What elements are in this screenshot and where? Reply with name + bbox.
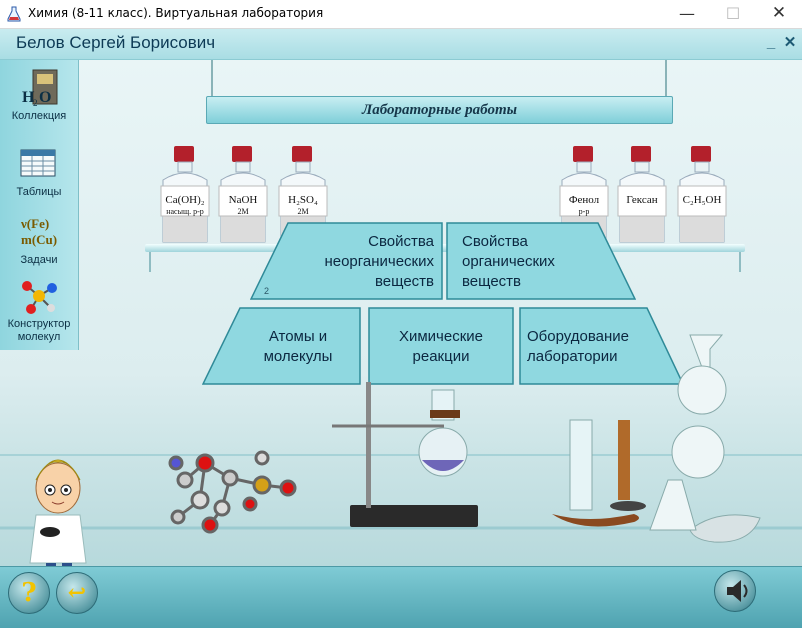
tile-shape — [250, 222, 443, 300]
menu-lab-equipment[interactable]: Оборудование лаборатории — [519, 307, 685, 385]
window-minimize-button[interactable]: — — [679, 4, 695, 23]
sidebar-item-collection[interactable]: H 2 O Коллекция — [0, 68, 78, 123]
bottle-art — [160, 146, 210, 243]
speaker-icon — [727, 580, 748, 602]
sidebar: H 2 O Коллекция Таблицы ν(Fe) m(Cu) Зада… — [0, 60, 79, 350]
sidebar-item-label: Таблицы — [16, 186, 62, 198]
reagent-bottle: NaOH 2M — [215, 146, 271, 244]
sidebar-item-label: Коллекция — [11, 110, 67, 122]
bottle-label: H₂SO₄ 2M — [275, 194, 331, 218]
sidebar-item-label: Задачи — [20, 254, 58, 266]
tile-shape — [202, 307, 361, 385]
sidebar-item-label: Конструктор молекул — [7, 318, 71, 343]
user-header: Белов Сергей Борисович _ ✕ — [0, 29, 802, 60]
app-close-button[interactable]: ✕ — [783, 34, 797, 51]
bottle-concentration: насыщ. р-р — [166, 207, 204, 216]
bottle-formula: H₂SO₄ — [288, 194, 318, 206]
scientist-character — [29, 459, 87, 566]
tile-label: Свойства неорганических веществ — [324, 233, 434, 290]
tables-icon — [20, 149, 56, 177]
reagent-bottle: Ca(OH)₂ насыщ. р-р — [157, 146, 213, 244]
menu-atoms-molecules[interactable]: Атомы и молекулы — [202, 307, 362, 385]
tile-label: Свойства органических веществ — [462, 233, 555, 290]
svg-text:2: 2 — [33, 98, 38, 108]
tile-label: Оборудование лаборатории — [527, 328, 630, 365]
svg-text:ν(Fe): ν(Fe) — [20, 216, 49, 231]
bottle-label: NaOH 2M — [215, 194, 271, 218]
bottle-art — [677, 146, 727, 243]
window-close-button[interactable]: ✕ — [771, 3, 787, 23]
sidebar-item-tasks[interactable]: ν(Fe) m(Cu) Задачи — [0, 212, 78, 267]
tile-label: Атомы и молекулы — [263, 328, 333, 365]
back-arrow-icon: ↩ — [67, 580, 87, 606]
tasks-icon: ν(Fe) m(Cu) — [20, 216, 57, 247]
bottle-formula: NaOH — [228, 194, 258, 206]
bottle-concentration: 2M — [297, 207, 309, 216]
bottle-label: Ca(OH)₂ насыщ. р-р — [157, 194, 213, 218]
bottle-concentration: 2M — [237, 207, 249, 216]
app-flask-icon — [7, 6, 21, 22]
help-button[interactable]: ? — [8, 572, 50, 614]
svg-text:m(Cu): m(Cu) — [21, 232, 57, 247]
lab-works-title: Лабораторные работы — [361, 102, 518, 118]
sound-button[interactable] — [714, 570, 756, 612]
molecule-constructor-icon — [22, 281, 57, 314]
bottle-formula: Гексан — [626, 194, 658, 206]
window-titlebar: Химия (8-11 класс). Виртуальная лаборато… — [0, 0, 802, 29]
reagent-bottle: C₂H₅OH — [674, 146, 730, 244]
bottle-label: Гексан — [614, 194, 670, 206]
tile-badge: 2 — [264, 286, 270, 296]
menu-chemical-reactions[interactable]: Химические реакции — [368, 307, 514, 385]
bottle-formula: Ca(OH)₂ — [165, 194, 205, 206]
bottle-label: C₂H₅OH — [674, 194, 730, 206]
lab-works-banner: Лабораторные работы — [206, 96, 673, 124]
sidebar-item-molecule-constructor[interactable]: Конструктор молекул — [0, 276, 78, 344]
svg-text:H: H — [22, 89, 35, 106]
lab-stand-with-flask — [332, 382, 478, 527]
lab-glassware — [552, 334, 761, 543]
menu-organic-properties[interactable]: Свойства органических веществ — [446, 222, 636, 300]
bottom-toolbar — [0, 566, 802, 628]
window-maximize-button[interactable]: ☐ — [725, 4, 741, 23]
user-name: Белов Сергей Борисович — [16, 33, 216, 52]
window-title: Химия (8-11 класс). Виртуальная лаборато… — [28, 6, 324, 20]
back-button[interactable]: ↩ — [56, 572, 98, 614]
bottle-formula: C₂H₅OH — [682, 194, 722, 206]
bottle-formula: Фенол — [568, 194, 600, 206]
menu-inorganic-properties[interactable]: Свойства неорганических веществ 2 — [250, 222, 444, 300]
collection-icon: H 2 O — [22, 69, 58, 108]
bottle-art — [617, 146, 667, 243]
bottle-concentration: р-р — [578, 207, 590, 216]
bottle-label: Фенол р-р — [556, 194, 612, 218]
bottle-art — [218, 146, 268, 243]
lab-illustrations — [29, 334, 761, 566]
reagent-bottle: Гексан — [614, 146, 670, 244]
svg-text:O: O — [39, 89, 51, 106]
molecule-model — [168, 450, 297, 534]
reagent-shelf — [145, 244, 745, 252]
tile-shape — [368, 307, 514, 385]
sidebar-item-tables[interactable]: Таблицы — [0, 144, 78, 199]
tile-label: Химические реакции — [398, 328, 484, 365]
help-icon: ? — [21, 578, 37, 608]
app-minimize-button[interactable]: _ — [766, 34, 776, 51]
tile-shape — [446, 222, 636, 300]
